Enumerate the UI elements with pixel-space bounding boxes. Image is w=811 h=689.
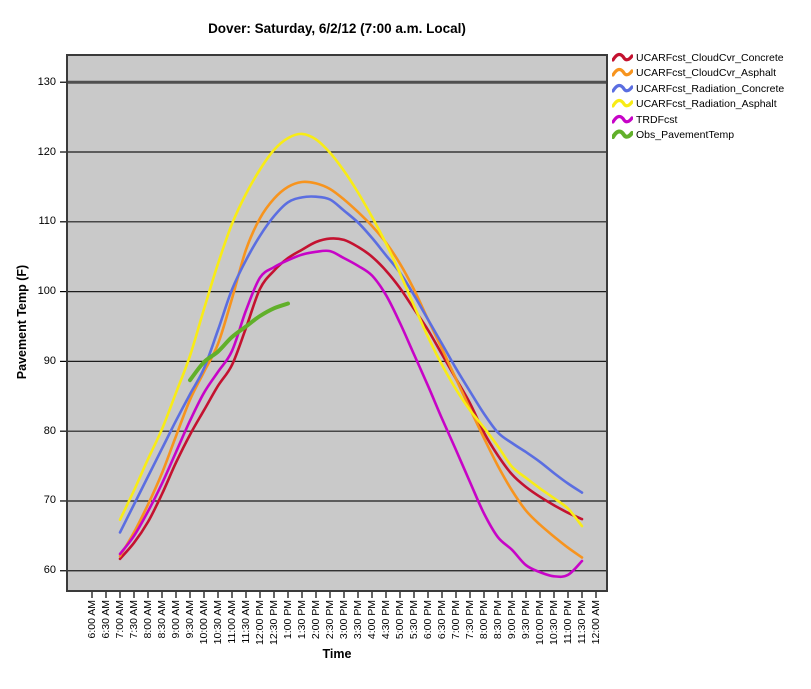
- x-tick-label: 7:30 PM: [463, 600, 476, 640]
- x-tick-label: 8:30 PM: [491, 600, 504, 640]
- x-tick-label: 2:00 PM: [309, 600, 322, 640]
- x-tick-label: 8:00 PM: [477, 600, 490, 640]
- x-tick-label: 10:00 PM: [533, 600, 546, 645]
- x-tick-label: 5:30 PM: [407, 600, 420, 640]
- series-line-UCARFcst_CloudCvr_Concrete: [118, 237, 584, 561]
- legend-item: Obs_PavementTemp: [612, 128, 807, 144]
- legend-item: UCARFcst_CloudCvr_Asphalt: [612, 66, 807, 82]
- x-tick-label: 12:30 PM: [267, 600, 280, 645]
- x-tick-label: 10:00 AM: [197, 600, 210, 645]
- x-tick-label: 8:00 AM: [141, 600, 154, 639]
- x-tick-label: 11:30 PM: [575, 600, 588, 645]
- x-tick-label: 7:30 AM: [127, 600, 140, 639]
- x-tick-label: 6:30 PM: [435, 600, 448, 640]
- legend-line-swatch-icon: [612, 129, 633, 140]
- legend-label: UCARFcst_Radiation_Concrete: [636, 82, 785, 95]
- series-line-Obs_PavementTemp: [188, 301, 290, 383]
- chart-title: Dover: Saturday, 6/2/12 (7:00 a.m. Local…: [208, 21, 466, 36]
- x-tick-label: 12:00 PM: [253, 600, 266, 645]
- legend: UCARFcst_CloudCvr_Concrete UCARFcst_Cloud…: [612, 50, 807, 143]
- legend-label: UCARFcst_CloudCvr_Asphalt: [636, 67, 777, 80]
- legend-label: Obs_PavementTemp: [636, 129, 735, 142]
- y-tick-label: 130: [37, 75, 56, 88]
- x-tick-label: 6:00 PM: [421, 600, 434, 640]
- x-tick-label: 7:00 AM: [113, 600, 126, 639]
- y-tick-label: 90: [43, 354, 56, 367]
- x-tick-label: 9:30 PM: [519, 600, 532, 640]
- x-tick-label: 10:30 PM: [547, 600, 560, 645]
- x-tick-label: 1:30 PM: [295, 600, 308, 640]
- x-tick-label: 2:30 PM: [323, 600, 336, 640]
- series-line-TRDFcst: [118, 249, 584, 579]
- legend-label: TRDFcst: [636, 113, 678, 126]
- legend-item: UCARFcst_CloudCvr_Concrete: [612, 50, 807, 66]
- series-line-UCARFcst_Radiation_Concrete: [118, 195, 584, 534]
- x-tick-label: 3:00 PM: [337, 600, 350, 640]
- x-tick-label: 9:00 PM: [505, 600, 518, 640]
- x-tick-label: 6:30 AM: [99, 600, 112, 639]
- y-tick-label: 60: [43, 564, 56, 577]
- x-tick-label: 7:00 PM: [449, 600, 462, 640]
- x-tick-label: 4:30 PM: [379, 600, 392, 640]
- y-tick-label: 100: [37, 285, 56, 298]
- legend-line-swatch-icon: [612, 99, 633, 108]
- x-tick-label: 3:30 PM: [351, 600, 364, 640]
- x-tick-label: 8:30 AM: [155, 600, 168, 639]
- legend-line-swatch-icon: [612, 52, 633, 62]
- legend-line-swatch-icon: [612, 114, 633, 124]
- plot-frame: [66, 54, 608, 592]
- x-tick-label: 6:00 AM: [85, 600, 98, 639]
- legend-item: UCARFcst_Radiation_Concrete: [612, 81, 807, 97]
- x-tick-label: 5:00 PM: [393, 600, 406, 640]
- x-tick-label: 12:00 AM: [589, 600, 602, 645]
- legend-item: TRDFcst: [612, 112, 807, 128]
- series-line-UCARFcst_Radiation_Asphalt: [118, 132, 584, 528]
- y-axis-title: Pavement Temp (F): [15, 264, 29, 380]
- x-tick-label: 11:30 AM: [239, 600, 252, 644]
- y-tick-label: 80: [43, 424, 56, 437]
- x-axis-title: Time: [322, 647, 352, 661]
- x-tick-label: 9:00 AM: [169, 600, 182, 639]
- x-tick-label: 11:00 PM: [561, 600, 574, 645]
- series-line-UCARFcst_CloudCvr_Asphalt: [118, 180, 584, 559]
- legend-line-swatch-icon: [612, 68, 633, 77]
- legend-item: UCARFcst_Radiation_Asphalt: [612, 97, 807, 113]
- legend-label: UCARFcst_Radiation_Asphalt: [636, 98, 777, 111]
- legend-label: UCARFcst_CloudCvr_Concrete: [636, 51, 784, 64]
- x-tick-label: 9:30 AM: [183, 600, 196, 639]
- legend-line-swatch-icon: [612, 83, 633, 93]
- y-tick-label: 120: [37, 145, 56, 158]
- x-tick-label: 11:00 AM: [225, 600, 238, 644]
- x-tick-label: 1:00 PM: [281, 600, 294, 640]
- y-tick-label: 70: [43, 494, 56, 507]
- x-tick-label: 10:30 AM: [211, 600, 224, 645]
- y-tick-label: 110: [38, 215, 56, 228]
- x-tick-label: 4:00 PM: [365, 600, 378, 640]
